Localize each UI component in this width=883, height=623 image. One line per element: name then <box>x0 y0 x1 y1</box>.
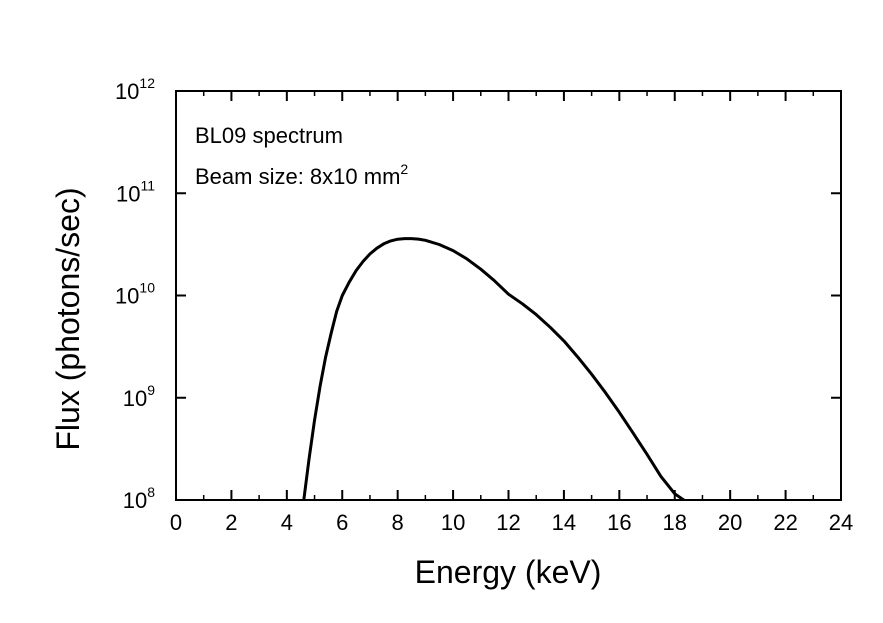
y-tick-label: 1010 <box>115 280 155 309</box>
x-tick-label: 12 <box>496 510 520 535</box>
x-tick-label: 4 <box>281 510 293 535</box>
y-axis-ticks: 108 109 1010 1011 1012 <box>115 75 841 513</box>
y-tick-label: 1012 <box>115 75 155 104</box>
x-tick-label: 22 <box>773 510 797 535</box>
y-tick-label: 1011 <box>116 177 155 206</box>
x-tick-label: 24 <box>829 510 853 535</box>
x-tick-label: 6 <box>336 510 348 535</box>
series-line <box>302 237 687 500</box>
x-tick-label: 14 <box>552 510 576 535</box>
x-tick-label: 10 <box>441 510 465 535</box>
x-axis-title: Energy (keV) <box>415 554 602 590</box>
x-axis-ticks: 0 2 4 6 8 10 12 14 16 18 20 22 24 <box>170 91 853 535</box>
y-tick-label: 108 <box>123 484 155 513</box>
x-tick-label: 0 <box>170 510 182 535</box>
x-tick-label: 20 <box>718 510 742 535</box>
y-tick-label: 109 <box>123 382 155 411</box>
annotation-beam-size-sup: 2 <box>400 161 408 177</box>
x-tick-label: 2 <box>225 510 237 535</box>
annotation-title: BL09 spectrum <box>195 123 343 148</box>
y-axis-title: Flux (photons/sec) <box>50 187 86 450</box>
series-layer <box>302 237 687 500</box>
annotation-beam-size: Beam size: 8x10 mm2 <box>195 161 408 189</box>
annotation-beam-size-text: Beam size: 8x10 mm <box>195 164 400 189</box>
x-tick-label: 16 <box>607 510 631 535</box>
x-tick-label: 8 <box>392 510 404 535</box>
x-tick-label: 18 <box>663 510 687 535</box>
